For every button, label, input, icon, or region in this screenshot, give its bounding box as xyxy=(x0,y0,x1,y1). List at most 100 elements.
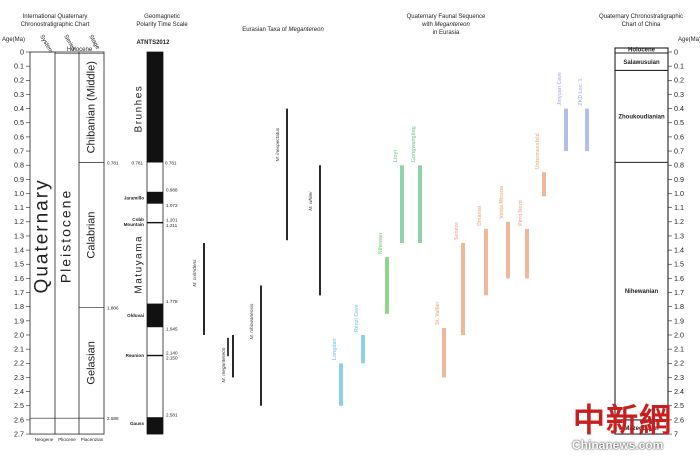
age-tick-label: 1.6 xyxy=(14,274,24,283)
right-age-tick-label: 0.2 xyxy=(674,76,684,85)
age-tick-label: 1.7 xyxy=(14,288,24,297)
normal-polarity-band xyxy=(147,417,163,435)
age-tick-label: 1.4 xyxy=(14,246,24,255)
age-tick-label: 0.6 xyxy=(14,132,24,141)
right-age-tick-label: 2.5 xyxy=(674,401,684,410)
age-tick-label: 0.3 xyxy=(14,90,24,99)
right-age-tick-label: 2.3 xyxy=(674,373,684,382)
right-age-tick-label: 1.5 xyxy=(674,260,684,269)
age-tick-label: 1.3 xyxy=(14,231,24,240)
watermark-logo-cn: 中新網 xyxy=(573,404,672,436)
china-frame xyxy=(614,47,669,435)
age-tick-label: 2.1 xyxy=(14,345,24,354)
age-tick-label: 1.1 xyxy=(14,203,24,212)
faunal-header-line3: in Eurasia xyxy=(433,30,460,36)
event-age: 1.211 xyxy=(166,223,178,228)
fauna-label: Pirro Nord xyxy=(518,200,524,226)
stage-label: Gelasian xyxy=(85,341,97,384)
event-age: 1.201 xyxy=(166,217,178,222)
icc-header-line2: Chronostratigraphic Chart xyxy=(21,22,90,28)
fauna-label: St. Vallier xyxy=(435,302,441,325)
system-label: Quaternary xyxy=(32,178,53,293)
right-age-tick-label: 0 xyxy=(674,47,678,56)
series-label: Pleistocene xyxy=(58,189,74,283)
boundary-age-label: 0.781 xyxy=(107,160,119,165)
chron-label: Brunhes xyxy=(134,85,145,133)
bottom-neogene: Neogene xyxy=(35,437,54,442)
fauna-label: Jinyuan Cave xyxy=(557,72,563,106)
right-age-tick-label: 2.6 xyxy=(674,415,684,424)
right-age-tick-label: 1.2 xyxy=(674,217,684,226)
right-age-tick-label: 0.3 xyxy=(674,90,684,99)
china-header-line1: Quaternary Chronostratigraphic xyxy=(599,14,683,20)
faunal-header-line2: with Megantereon xyxy=(421,22,470,28)
event-age: 1.945 xyxy=(166,327,178,332)
fauna-label: Dmanisi xyxy=(477,205,483,226)
holocene-label: Holocene xyxy=(67,47,93,53)
fauna-label: Venta Micena xyxy=(499,186,505,219)
fauna-label: Longdan xyxy=(332,338,338,360)
taxon-label: M. megantereon xyxy=(221,347,227,382)
normal-polarity-band xyxy=(147,221,163,224)
watermark-en-text: Chinanews.com xyxy=(572,438,664,452)
faunal-header-genus: Megantereon xyxy=(434,22,470,28)
event-name: Olduvai xyxy=(127,313,144,318)
event-age: 0.988 xyxy=(166,187,178,192)
right-age-tick-label: 1.3 xyxy=(674,231,684,240)
right-age-tick-label: 1.7 xyxy=(674,288,684,297)
right-age-tick-label: 1.8 xyxy=(674,302,684,311)
right-age-axis-label: Age(Ma) xyxy=(678,37,700,43)
right-age-tick-label: 1.1 xyxy=(674,203,684,212)
right-age-tick-label: 0.4 xyxy=(674,104,684,113)
right-age-tick-label: 0.9 xyxy=(674,175,684,184)
fauna-label: Renzi Cave xyxy=(354,304,360,332)
china-unit-label: Holocene xyxy=(628,48,656,54)
watermark-logo-en: Chinanews.com xyxy=(572,438,663,452)
right-age-tick-label: 0.1 xyxy=(674,62,684,71)
eurasian-header-prefix: Eurasian Taxa of xyxy=(242,27,288,33)
gpts-title: ATNTS2012 xyxy=(137,40,171,46)
age-tick-label: 2.4 xyxy=(14,387,24,396)
china-unit-label: Nihewanian xyxy=(625,289,659,295)
taxon-label: M. inexpectatus xyxy=(275,127,281,161)
age-tick-label: 0.7 xyxy=(14,146,24,155)
age-tick-label: 2.7 xyxy=(14,429,24,438)
china-unit-label: Mazegouian xyxy=(624,426,659,432)
age-axis-label: Age(Ma) xyxy=(2,37,25,43)
age-tick-label: 1.9 xyxy=(14,316,24,325)
taxon-label: M. nihowanensis xyxy=(249,303,255,339)
age-tick-label: 0.1 xyxy=(14,62,24,71)
age-tick-label: 0.2 xyxy=(14,76,24,85)
event-age: 1.778 xyxy=(166,299,178,304)
right-age-tick-label: 1.6 xyxy=(674,274,684,283)
eurasian-header-genus: Megantereon xyxy=(288,27,324,33)
taxon-label: M. whitei xyxy=(308,191,314,211)
normal-polarity-band xyxy=(147,303,163,328)
bottom-pliocene: Pliocene xyxy=(58,437,76,442)
icc-frame xyxy=(29,51,105,435)
boundary-age-label: 1.806 xyxy=(107,305,119,310)
age-tick-label: 0.4 xyxy=(14,104,24,113)
chron-label: Matuyama xyxy=(134,235,145,294)
stage-label: Chibanian (Middle) xyxy=(85,61,97,153)
gpts-header-line1: Geomagnetic xyxy=(144,14,180,20)
age-tick-label: 1.5 xyxy=(14,260,24,269)
event-age: 2.581 xyxy=(166,413,178,418)
right-age-tick-label: 2.0 xyxy=(674,330,684,339)
brunhes-base-age-left: 0.781 xyxy=(132,160,144,165)
right-age-tick-label: 0.6 xyxy=(674,132,684,141)
gpts-header-line2: Polarity Time Scale xyxy=(136,22,188,28)
age-tick-label: 0.8 xyxy=(14,161,24,170)
age-tick-label: 2.6 xyxy=(14,415,24,424)
fauna-label: ZKD Loc. 1 xyxy=(578,78,584,105)
china-unit-label: Salawusuian xyxy=(623,60,660,66)
china-unit-label: Zhoukoudianian xyxy=(618,114,665,120)
age-tick-label: 0 xyxy=(20,47,24,56)
age-tick-label: 0.5 xyxy=(14,118,24,127)
age-tick-label: 1.2 xyxy=(14,217,24,226)
right-age-tick-label: 0.5 xyxy=(674,118,684,127)
icc-header-line1: International Quaternary xyxy=(23,14,88,20)
bottom-piacenzian: Piacenzian xyxy=(81,437,104,442)
